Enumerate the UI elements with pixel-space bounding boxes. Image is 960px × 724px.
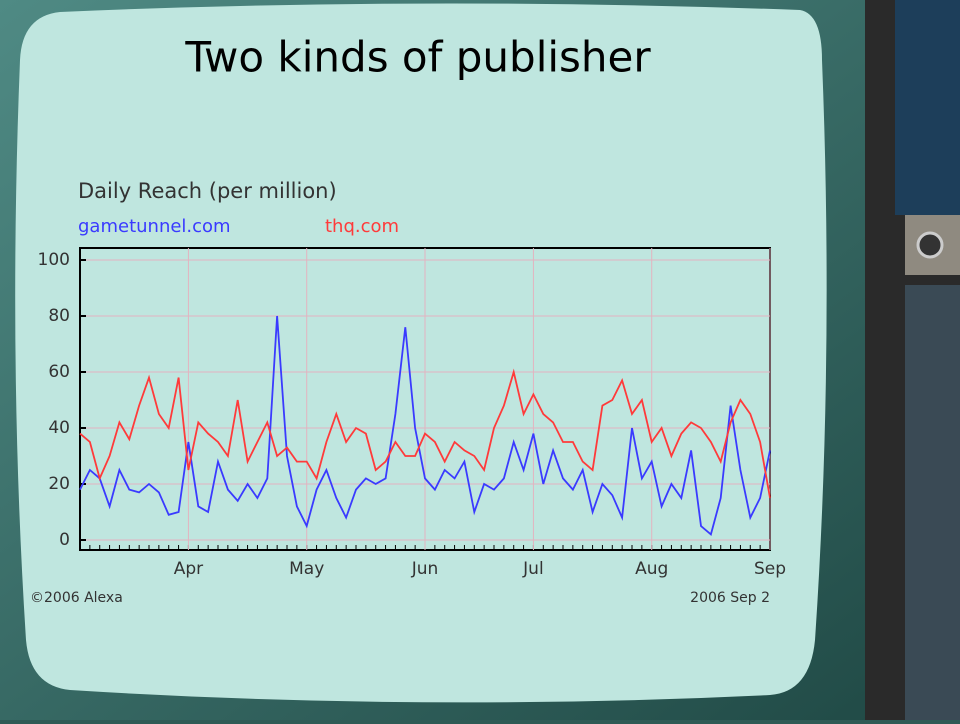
legend-label: gametunnel.com <box>78 216 231 237</box>
source-note: ©2006 Alexa <box>30 590 123 606</box>
slide-title: Two kinds of publisher <box>184 33 651 82</box>
x-tick-label: Jun <box>411 559 439 579</box>
series-line <box>79 315 771 537</box>
date-note: 2006 Sep 2 <box>690 590 770 606</box>
chart-title: Daily Reach (per million) <box>78 179 337 203</box>
x-tick-label: Apr <box>174 559 203 579</box>
tv-screen <box>15 3 827 703</box>
tv-speaker <box>905 285 960 720</box>
x-tick-label: Sep <box>754 559 786 579</box>
y-tick-label: 40 <box>48 418 70 438</box>
y-tick-label: 60 <box>48 362 70 382</box>
legend-label: thq.com <box>325 216 399 237</box>
y-tick-label: 20 <box>48 474 70 494</box>
x-tick-label: Aug <box>635 559 668 579</box>
tv-knob <box>916 231 944 259</box>
x-tick-label: Jul <box>522 559 544 579</box>
y-tick-label: 100 <box>38 250 70 270</box>
y-tick-label: 80 <box>48 306 70 326</box>
tv-dial-panel <box>895 0 960 215</box>
y-tick-label: 0 <box>59 530 70 550</box>
x-tick-label: May <box>289 559 324 579</box>
series-line <box>79 368 771 499</box>
